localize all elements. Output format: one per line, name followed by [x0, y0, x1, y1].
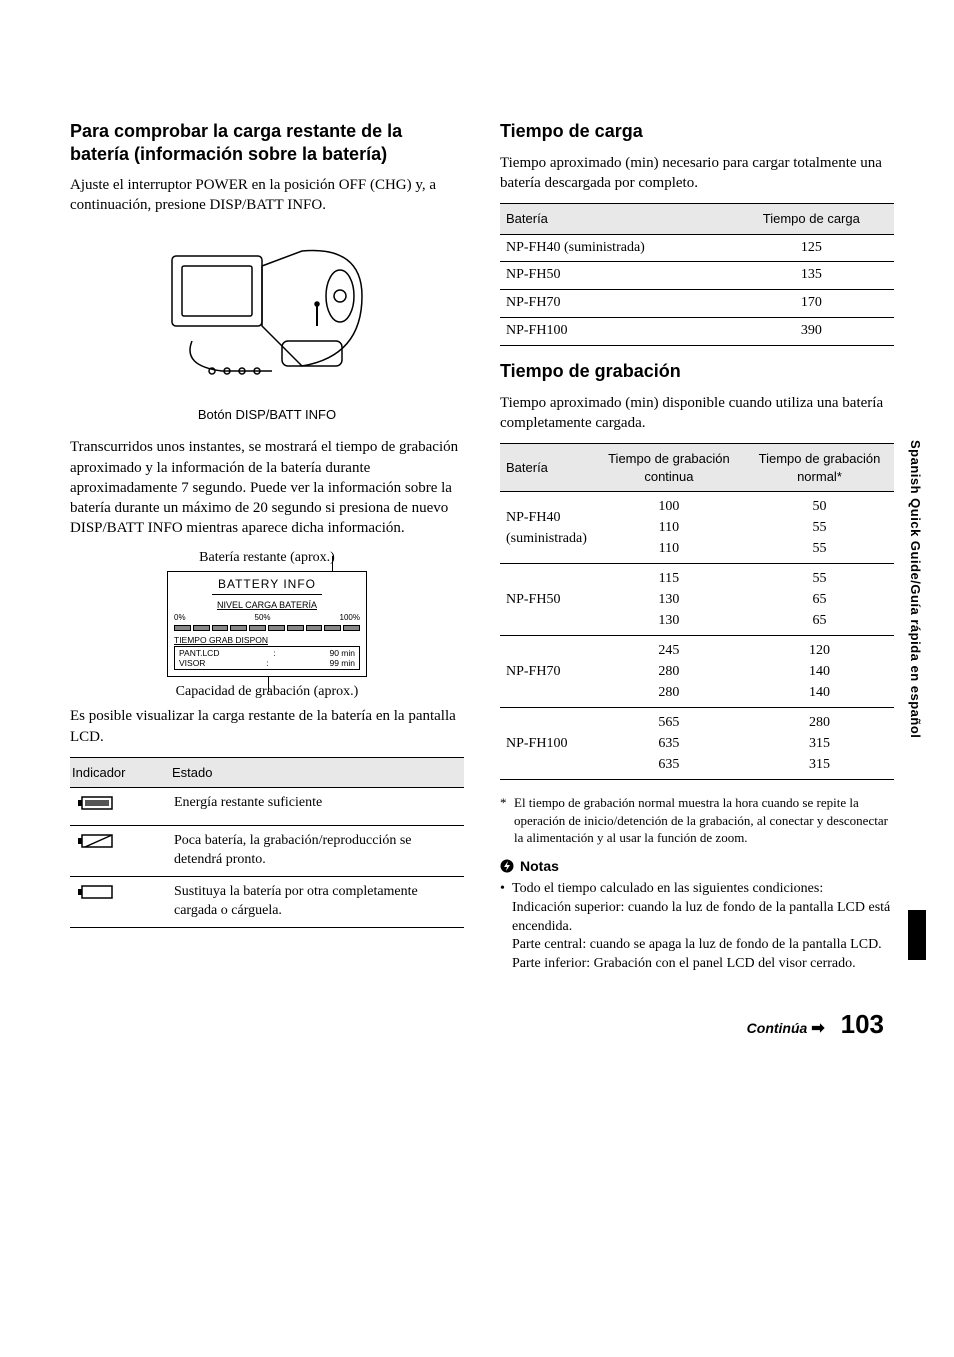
gauge-50: 50% — [255, 613, 271, 624]
table-row: NP-FH100390 — [500, 318, 894, 346]
notes-heading: Notas — [500, 857, 894, 876]
camcorder-illustration: Botón DISP/BATT INFO — [70, 226, 464, 424]
display-time-label: TIEMPO GRAB DISPON — [174, 635, 360, 646]
ind-th-state: Estado — [170, 757, 464, 788]
notes-list: Todo el tiempo calculado en las siguient… — [500, 880, 894, 974]
table-row: NP-FH50135 — [500, 262, 894, 290]
table-row: NP-FH100565635635280315315 — [500, 708, 894, 780]
table-row: Energía restante suficiente — [70, 788, 464, 826]
page-number: 103 — [841, 1007, 884, 1042]
gauge-bar — [174, 625, 360, 631]
heading-check-battery: Para comprobar la carga restante de la b… — [70, 120, 464, 165]
table-row: NP-FH70245280280120140140 — [500, 636, 894, 708]
footnote: * El tiempo de grabación normal muestra … — [500, 794, 894, 847]
record-time-table: Batería Tiempo de grabación continua Tie… — [500, 443, 894, 780]
list-item: Todo el tiempo calculado en las siguient… — [500, 880, 894, 974]
gauge-100: 100% — [340, 613, 360, 624]
para-power-off: Ajuste el interruptor POWER en la posici… — [70, 175, 464, 216]
ind-th-indicator: Indicador — [70, 757, 170, 788]
charge-th-time: Tiempo de carga — [729, 204, 894, 235]
illus-caption: Botón DISP/BATT INFO — [70, 406, 464, 424]
charge-time-table: Batería Tiempo de carga NP-FH40 (suminis… — [500, 203, 894, 346]
para-lcd-display: Es posible visualizar la carga restante … — [70, 706, 464, 747]
continue-label: Continúa ➡ — [747, 1018, 825, 1040]
battery-info-display: BATTERY INFO NIVEL CARGA BATERÍA 0% 50% … — [167, 571, 367, 677]
charge-th-battery: Batería — [500, 204, 729, 235]
display-times-box: PANT.LCD:90 min VISOR:99 min — [174, 646, 360, 670]
camcorder-icon — [152, 226, 382, 396]
label-capacity: Capacidad de grabación (aprox.) — [70, 683, 464, 702]
table-row: NP-FH40(suministrada)100110110505555 — [500, 492, 894, 564]
page-footer: Continúa ➡ 103 — [70, 1007, 894, 1042]
rec-th-continuous: Tiempo de grabación continua — [593, 444, 745, 492]
battery-low-icon — [78, 832, 118, 850]
display-level-label: NIVEL CARGA BATERÍA — [174, 599, 360, 611]
side-tab: Spanish Quick Guide/Guía rápida en españ… — [906, 440, 924, 738]
side-tab-marker — [908, 910, 926, 960]
display-title: BATTERY INFO — [212, 576, 322, 594]
ind-state: Poca batería, la grabación/reproducción … — [170, 826, 464, 877]
table-row: NP-FH50115130130556565 — [500, 564, 894, 636]
table-row: NP-FH70170 — [500, 290, 894, 318]
heading-charge-time: Tiempo de carga — [500, 120, 894, 143]
footnote-text: El tiempo de grabación normal muestra la… — [514, 794, 894, 847]
footnote-star: * — [500, 794, 510, 847]
indicator-table: Indicador Estado Energía restante sufici… — [70, 757, 464, 928]
note-icon — [500, 859, 514, 873]
heading-record-time: Tiempo de grabación — [500, 360, 894, 383]
table-row: NP-FH40 (suministrada)125 — [500, 234, 894, 262]
ind-state: Sustituya la batería por otra completame… — [170, 877, 464, 928]
right-column: Tiempo de carga Tiempo aproximado (min) … — [500, 120, 894, 977]
para-record-time: Tiempo aproximado (min) disponible cuand… — [500, 393, 894, 434]
table-row: Sustituya la batería por otra completame… — [70, 877, 464, 928]
label-battery-remaining: Batería restante (aprox.) — [70, 549, 464, 568]
battery-full-icon — [78, 794, 118, 812]
left-column: Para comprobar la carga restante de la b… — [70, 120, 464, 977]
arrow-icon: ➡ — [811, 1020, 824, 1037]
battery-empty-icon — [78, 883, 118, 901]
table-row: Poca batería, la grabación/reproducción … — [70, 826, 464, 877]
para-info-display: Transcurridos unos instantes, se mostrar… — [70, 437, 464, 538]
para-charge-time: Tiempo aproximado (min) necesario para c… — [500, 153, 894, 194]
gauge-0: 0% — [174, 613, 186, 624]
rec-th-normal: Tiempo de grabación normal* — [745, 444, 894, 492]
ind-state: Energía restante suficiente — [170, 788, 464, 826]
rec-th-battery: Batería — [500, 444, 593, 492]
